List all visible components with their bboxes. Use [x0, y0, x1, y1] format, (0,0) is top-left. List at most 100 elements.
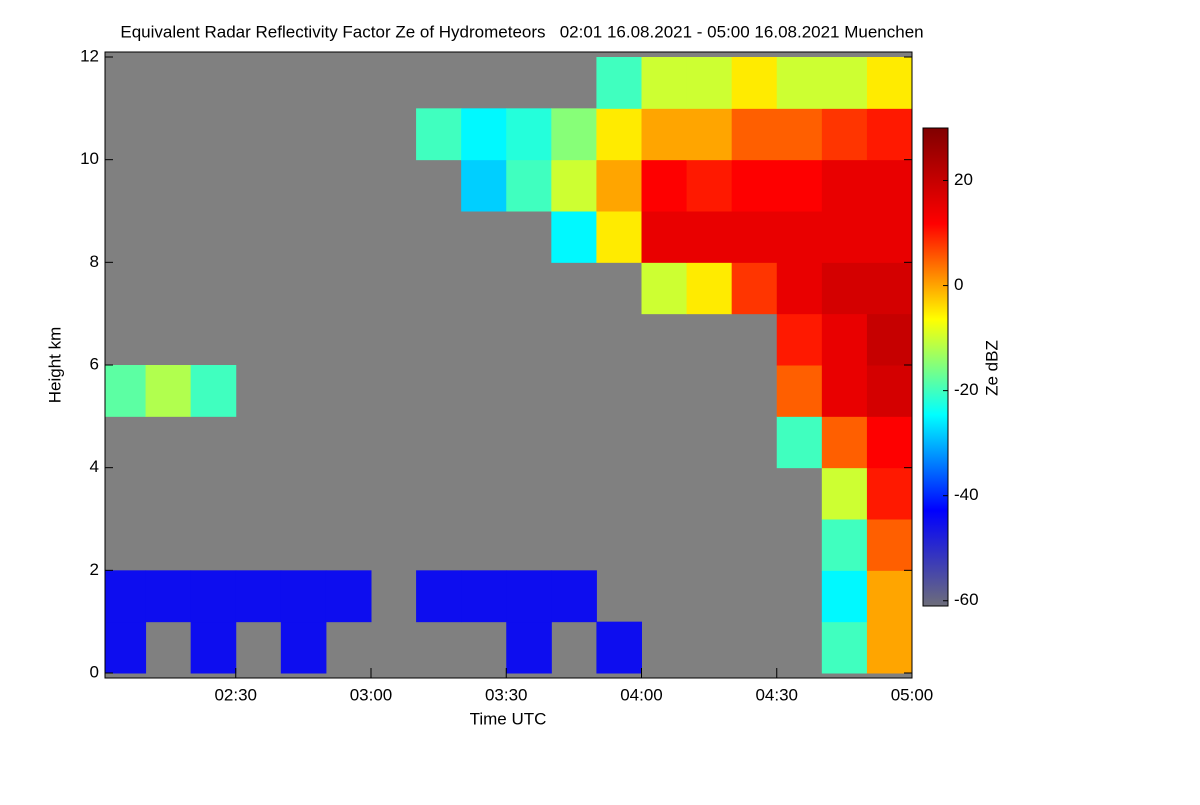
heatmap-cell	[105, 570, 147, 623]
heatmap-cell	[190, 365, 237, 417]
heatmap-cell	[641, 108, 688, 161]
heatmap-cell	[776, 416, 823, 469]
heatmap-cell	[866, 365, 913, 417]
colorbar-label: Ze dBZ	[982, 340, 1001, 396]
heatmap-cell	[686, 57, 733, 109]
colorbar-tick-label: -20	[954, 380, 979, 399]
heatmap-cell	[461, 159, 507, 212]
heatmap-cell	[461, 570, 507, 623]
heatmap-cell	[821, 159, 868, 212]
heatmap-cell	[821, 519, 868, 571]
heatmap-cell	[641, 57, 688, 109]
heatmap-cell	[551, 108, 597, 161]
y-tick-label: 6	[90, 354, 99, 373]
x-tick-label: 03:30	[485, 685, 528, 704]
heatmap-cell	[641, 262, 688, 315]
heatmap-cell	[866, 262, 913, 315]
heatmap-cell	[776, 108, 823, 161]
y-tick-label: 12	[80, 46, 99, 65]
heatmap-cell	[866, 211, 913, 263]
x-tick-label: 04:30	[755, 685, 798, 704]
heatmap-cell	[866, 313, 913, 366]
heatmap-cell	[596, 57, 642, 109]
heatmap-cell	[821, 570, 868, 623]
heatmap-cell	[776, 262, 823, 315]
colorbar-tick-label: -40	[954, 485, 979, 504]
heatmap-cell	[551, 211, 597, 263]
heatmap-cell	[506, 159, 552, 212]
heatmap-cell	[190, 621, 237, 674]
heatmap-cell	[866, 467, 913, 520]
colorbar	[922, 127, 949, 607]
heatmap-cell	[866, 621, 913, 674]
heatmap-cell	[416, 108, 462, 161]
heatmap-cell	[596, 211, 642, 263]
heatmap-cell	[821, 108, 868, 161]
heatmap-cell	[731, 108, 778, 161]
heatmap-cell	[776, 159, 823, 212]
heatmap-cell	[866, 159, 913, 212]
heatmap-cell	[325, 570, 372, 623]
heatmap-cell	[190, 570, 237, 623]
heatmap-cell	[866, 57, 913, 109]
heatmap-cell	[686, 211, 733, 263]
heatmap-cell	[551, 570, 597, 623]
colorbar-tick-label: 20	[954, 170, 973, 189]
y-tick-label: 0	[90, 662, 99, 681]
heatmap-cell	[866, 570, 913, 623]
y-tick-label: 10	[80, 149, 99, 168]
heatmap-cell	[416, 570, 462, 623]
heatmap-cell	[776, 211, 823, 263]
heatmap-cell	[821, 211, 868, 263]
heatmap-cell	[821, 57, 868, 109]
y-tick-label: 4	[90, 457, 99, 476]
heatmap-cell	[731, 57, 778, 109]
heatmap-cell	[821, 467, 868, 520]
heatmap-cell	[866, 108, 913, 161]
heatmap-cell	[686, 159, 733, 212]
heatmap-cell	[145, 365, 192, 417]
heatmap-cell	[641, 159, 688, 212]
heatmap-cell	[596, 621, 642, 674]
heatmap-cell	[776, 57, 823, 109]
heatmap-cell	[280, 570, 327, 623]
heatmap-cell	[821, 262, 868, 315]
heatmap-cell	[731, 211, 778, 263]
heatmap-cell	[506, 621, 552, 674]
heatmap-cell	[866, 519, 913, 571]
colorbar-tick-label: -60	[954, 590, 979, 609]
y-tick-label: 2	[90, 560, 99, 579]
x-axis-label: Time UTC	[470, 709, 547, 728]
chart-title: Equivalent Radar Reflectivity Factor Ze …	[120, 22, 923, 41]
heatmap-cell	[145, 570, 192, 623]
heatmap-cell	[105, 365, 147, 417]
heatmap-cell	[461, 108, 507, 161]
heatmap-cell	[686, 262, 733, 315]
x-tick-label: 03:00	[350, 685, 393, 704]
x-tick-label: 04:00	[620, 685, 663, 704]
heatmap-cell	[821, 365, 868, 417]
heatmap-cell	[866, 416, 913, 469]
heatmap-cell	[776, 313, 823, 366]
heatmap-cell	[731, 159, 778, 212]
heatmap-cell	[596, 108, 642, 161]
heatmap-cell	[506, 570, 552, 623]
heatmap-cell	[821, 621, 868, 674]
heatmap-cell	[731, 262, 778, 315]
colorbar-tick-label: 0	[954, 275, 963, 294]
heatmap-cell	[641, 211, 688, 263]
y-axis-label: Height km	[45, 327, 64, 404]
heatmap-cell	[596, 159, 642, 212]
heatmap-cell	[686, 108, 733, 161]
y-tick-label: 8	[90, 252, 99, 271]
heatmap-cell	[280, 621, 327, 674]
heatmap-cell	[776, 365, 823, 417]
heatmap-cell	[506, 108, 552, 161]
x-tick-label: 05:00	[891, 685, 934, 704]
heatmap-cell	[235, 570, 282, 623]
heatmap-cell	[821, 313, 868, 366]
x-tick-label: 02:30	[214, 685, 257, 704]
heatmap-cell	[105, 621, 147, 674]
